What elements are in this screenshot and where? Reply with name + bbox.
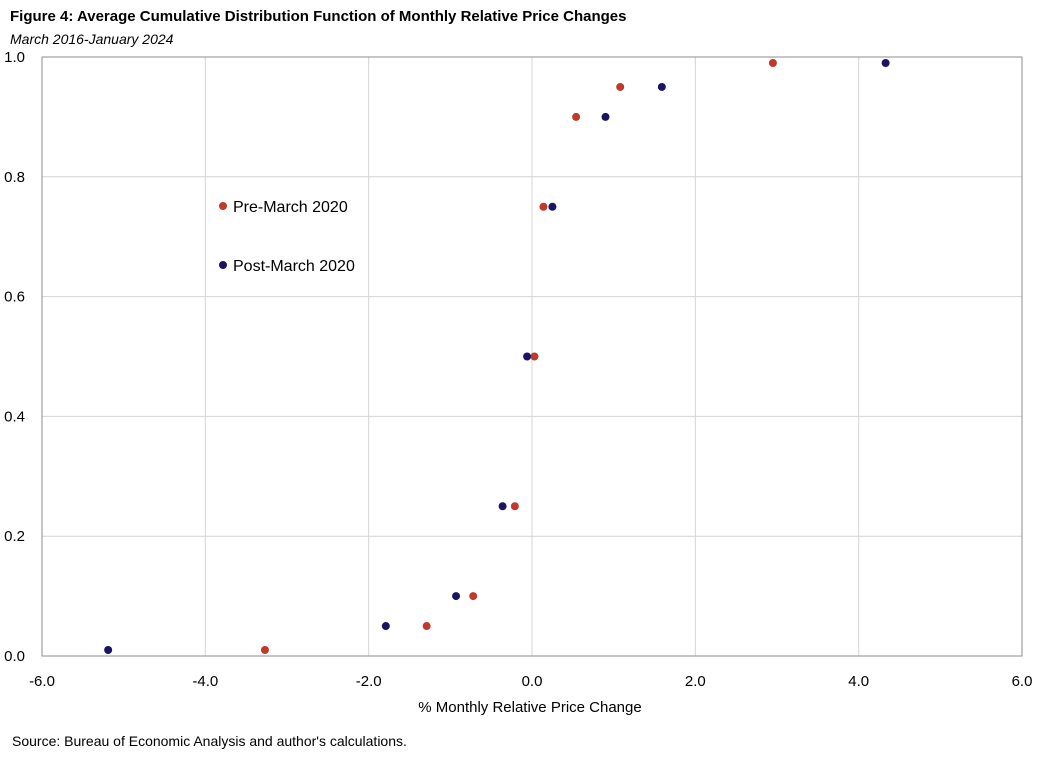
data-point-post [601, 112, 610, 121]
x-tick-label: -2.0 [356, 673, 382, 690]
data-point-pre [616, 82, 625, 91]
y-tick-label: 0.2 [4, 528, 25, 545]
x-axis-ticks: -6.0 -4.0 -2.0 0.0 2.0 4.0 6.0 [29, 673, 1032, 690]
y-tick-label: 0.4 [4, 408, 25, 425]
data-point-pre [510, 502, 519, 511]
data-point-pre [422, 622, 431, 631]
data-point-post [523, 352, 532, 361]
x-tick-label: -6.0 [29, 673, 55, 690]
data-point-pre [572, 112, 581, 121]
data-points [104, 58, 890, 655]
x-tick-label: 6.0 [1012, 673, 1033, 690]
data-point-post [548, 202, 557, 211]
data-point-pre [260, 646, 269, 655]
y-tick-label: 1.0 [4, 49, 25, 66]
legend-marker [219, 202, 227, 210]
data-point-post [381, 622, 390, 631]
x-tick-label: 0.0 [522, 673, 543, 690]
x-tick-label: -4.0 [192, 673, 218, 690]
data-point-post [657, 82, 666, 91]
x-axis-label: % Monthly Relative Price Change [418, 699, 641, 716]
source-note: Source: Bureau of Economic Analysis and … [12, 733, 407, 749]
data-point-post [881, 58, 890, 67]
data-point-post [452, 592, 461, 601]
legend-marker [219, 261, 227, 269]
legend-label: Post-March 2020 [233, 258, 355, 275]
data-point-pre [539, 202, 548, 211]
chart-subtitle: March 2016-January 2024 [10, 31, 174, 47]
data-point-post [498, 502, 507, 511]
data-point-pre [530, 352, 539, 361]
y-axis-ticks: 0.0 0.2 0.4 0.6 0.8 1.0 [4, 49, 25, 665]
y-tick-label: 0.6 [4, 289, 25, 306]
data-point-pre [768, 58, 777, 67]
legend-label: Pre-March 2020 [233, 199, 348, 216]
plot-frame [41, 56, 1023, 657]
data-point-post [104, 646, 113, 655]
y-tick-label: 0.8 [4, 169, 25, 186]
x-tick-label: 4.0 [848, 673, 869, 690]
y-tick-label: 0.0 [4, 648, 25, 665]
data-point-pre [469, 592, 478, 601]
x-tick-label: 2.0 [685, 673, 706, 690]
chart-title: Figure 4: Average Cumulative Distributio… [10, 8, 627, 25]
legend: Pre-March 2020 Post-March 2020 [219, 199, 355, 275]
